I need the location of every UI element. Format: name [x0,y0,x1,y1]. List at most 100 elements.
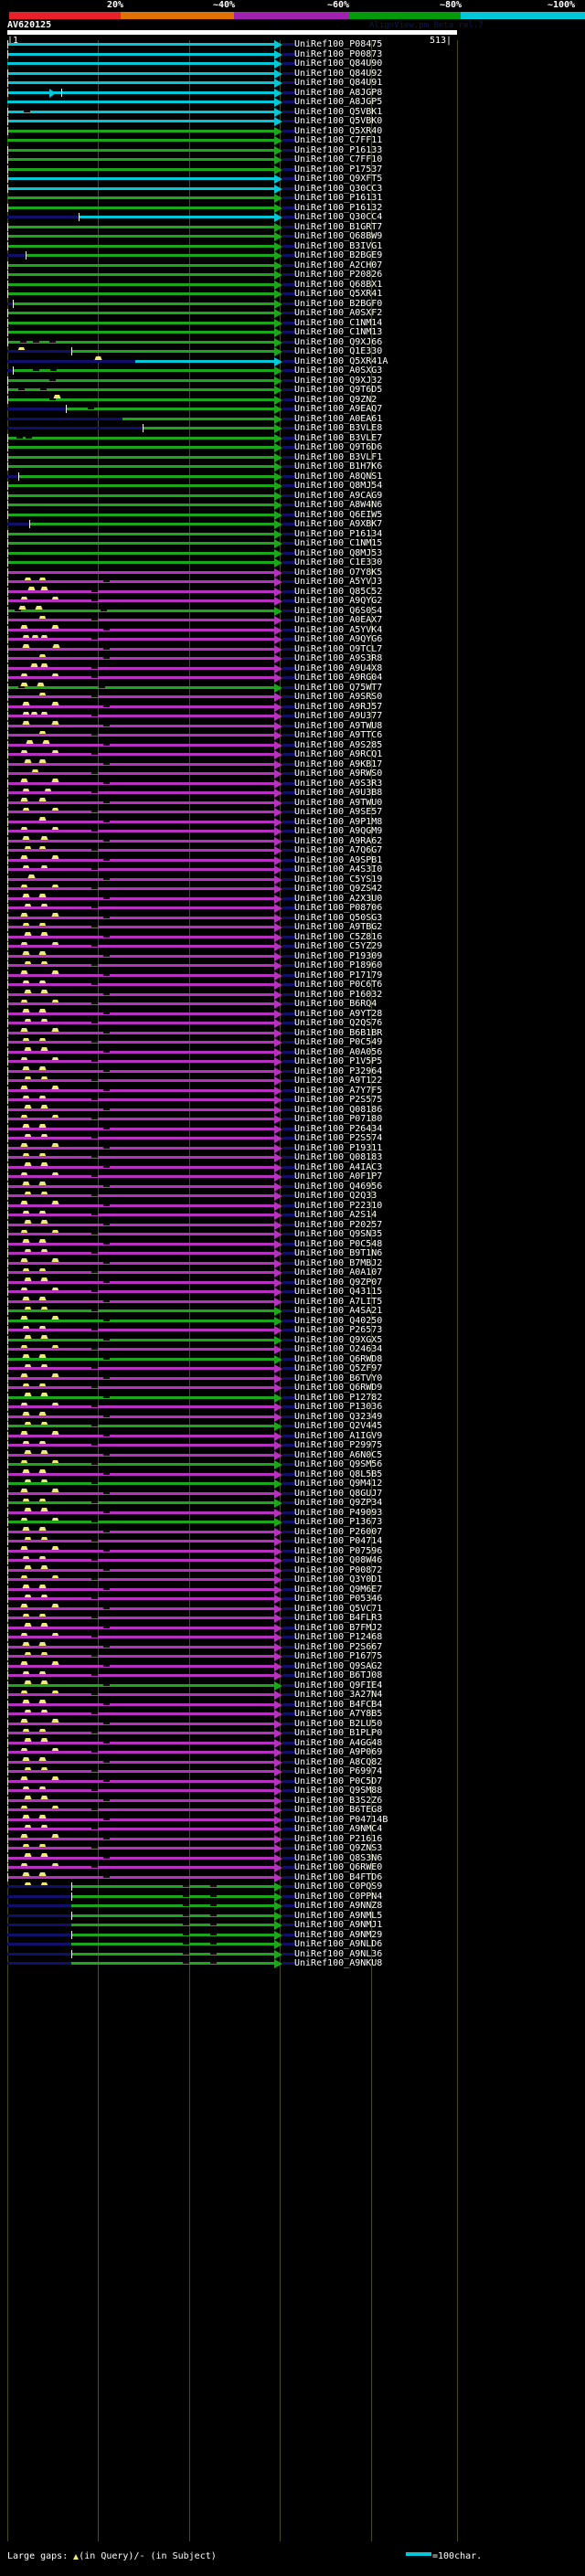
hit-row[interactable]: UniRef100_A0EA61 [0,414,585,424]
hit-label[interactable]: UniRef100_A9TWU0 [294,797,383,808]
hit-label[interactable]: UniRef100_A9NLD6 [294,1939,383,1949]
hit-row[interactable]: UniRef100_P00873 [0,49,585,59]
hit-label[interactable]: UniRef100_Q40250 [294,1315,383,1326]
hsp-bar[interactable] [71,1885,274,1888]
hit-row[interactable]: UniRef100_P26007 [0,1527,585,1542]
hit-row[interactable]: UniRef100_3A27N4 [0,1690,585,1704]
hit-label[interactable]: UniRef100_B4FLR3 [294,1613,383,1623]
hit-label[interactable]: UniRef100_C0PPN4 [294,1891,383,1902]
hsp-bar[interactable] [7,177,274,180]
hit-row[interactable]: UniRef100_B3IVG1 [0,240,585,251]
hsp-bar[interactable] [7,1482,274,1485]
hit-label[interactable]: UniRef100_P26573 [294,1325,383,1335]
hsp-bar[interactable] [7,1156,274,1159]
hit-label[interactable]: UniRef100_C5YS19 [294,874,383,885]
hsp-bar[interactable] [7,513,274,516]
hit-label[interactable]: UniRef100_A9QYG2 [294,596,383,606]
hsp-bar[interactable] [7,493,274,497]
hit-label[interactable]: UniRef100_Q9SAG2 [294,1660,383,1671]
hit-label[interactable]: UniRef100_P00872 [294,1564,383,1575]
hit-label[interactable]: UniRef100_P21616 [294,1833,383,1844]
hsp-bar[interactable] [7,1702,274,1706]
hit-row[interactable]: UniRef100_Q9FIE4 [0,1680,585,1695]
hsp-bar[interactable] [7,1050,274,1054]
hit-row[interactable]: UniRef100_C1NM14 [0,318,585,328]
hsp-bar[interactable] [7,1453,274,1457]
hit-label[interactable]: UniRef100_Q30CC4 [294,212,383,222]
hit-row[interactable]: UniRef100_P49093 [0,1508,585,1522]
hit-label[interactable]: UniRef100_Q08W46 [294,1555,383,1565]
hsp-bar[interactable] [7,1203,274,1207]
hsp-bar[interactable] [7,1636,274,1638]
hsp-bar[interactable] [7,1587,274,1591]
hit-row[interactable]: UniRef100_Q2QS76 [0,1018,585,1033]
hit-label[interactable]: UniRef100_A4GG48 [294,1737,383,1748]
hit-row[interactable]: UniRef100_Q9XJ66 [0,337,585,352]
hit-label[interactable]: UniRef100_P16131 [294,193,383,203]
hsp-bar[interactable] [7,71,274,75]
hit-row[interactable]: UniRef100_A9RA62 [0,835,585,851]
hit-row[interactable]: UniRef100_A9TTC6 [0,730,585,745]
hit-row[interactable]: UniRef100_A8CQ82 [0,1757,585,1772]
hit-label[interactable]: UniRef100_A9RG04 [294,673,383,683]
hit-label[interactable]: UniRef100_Q9XJ32 [294,375,383,386]
hsp-bar[interactable] [7,1395,274,1399]
hit-label[interactable]: UniRef100_B3S2Z6 [294,1795,383,1806]
hit-row[interactable]: UniRef100_A8JGP5 [0,97,585,107]
hit-label[interactable]: UniRef100_Q5XR41A [294,355,388,366]
hit-label[interactable]: UniRef100_P18960 [294,960,383,970]
hit-row[interactable]: UniRef100_A9S3R3 [0,779,585,793]
hit-label[interactable]: UniRef100_B6TJ08 [294,1670,383,1680]
hsp-bar[interactable] [7,139,274,142]
hit-row[interactable]: UniRef100_P07180 [0,1114,585,1129]
hit-label[interactable]: UniRef100_B7FMJ2 [294,1622,383,1633]
hsp-bar[interactable] [7,148,274,152]
hit-label[interactable]: UniRef100_A4IAC3 [294,1161,383,1172]
hsp-bar[interactable] [7,282,274,286]
hit-row[interactable]: UniRef100_A9NNZ8 [0,1901,585,1911]
hit-label[interactable]: UniRef100_A9RA62 [294,835,383,846]
hit-label[interactable]: UniRef100_Q9M412 [294,1479,383,1489]
hit-label[interactable]: UniRef100_B3IVG1 [294,240,383,251]
hsp-bar[interactable] [7,1184,274,1188]
hsp-bar[interactable] [7,1568,274,1572]
hit-row[interactable]: UniRef100_P2S574 [0,1133,585,1148]
hit-row[interactable]: UniRef100_A9RG04 [0,673,585,687]
hit-label[interactable]: UniRef100_P2S574 [294,1133,383,1143]
hit-row[interactable]: UniRef100_A9RJ57 [0,702,585,716]
hit-row[interactable]: UniRef100_P07596 [0,1546,585,1561]
hit-label[interactable]: UniRef100_Q8L5B5 [294,1468,383,1479]
hit-row[interactable]: UniRef100_B4FLR3 [0,1613,585,1627]
hsp-bar[interactable] [7,90,274,94]
hit-row[interactable]: UniRef100_Q9ZN2 [0,395,585,405]
hit-row[interactable]: UniRef100_O9TCL7 [0,644,585,659]
hsp-bar[interactable] [122,417,274,420]
hit-row[interactable]: UniRef100_P0C5D7 [0,1776,585,1791]
hit-row[interactable]: UniRef100_B7MBJ2 [0,1258,585,1273]
hit-label[interactable]: UniRef100_B3VLE8 [294,423,383,433]
hit-row[interactable]: UniRef100_A9EAQ7 [0,404,585,414]
hit-label[interactable]: UniRef100_B3VLF1 [294,451,383,462]
hit-label[interactable]: UniRef100_A9P069 [294,1747,383,1757]
hit-label[interactable]: UniRef100_B3VLE7 [294,432,383,443]
hit-row[interactable]: UniRef100_Q08W46 [0,1555,585,1570]
hsp-bar[interactable] [7,388,274,391]
hit-label[interactable]: UniRef100_A1IGV9 [294,1430,383,1441]
hit-label[interactable]: UniRef100_Q3Y0D1 [294,1574,383,1585]
hit-row[interactable]: UniRef100_A9P069 [0,1747,585,1762]
hsp-bar[interactable] [7,1415,274,1418]
hit-row[interactable]: UniRef100_A8W4N6 [0,500,585,510]
hsp-bar[interactable] [7,1242,274,1246]
hit-label[interactable]: UniRef100_Q68BX1 [294,279,383,290]
hit-row[interactable]: UniRef100_A0SXG3 [0,366,585,376]
hit-label[interactable]: UniRef100_Q84U91 [294,78,383,88]
hit-label[interactable]: UniRef100_A9EAQ7 [294,404,383,414]
hit-row[interactable]: UniRef100_Q9T6D6 [0,442,585,452]
hit-row[interactable]: UniRef100_B3S2Z6 [0,1795,585,1810]
hit-label[interactable]: UniRef100_P69974 [294,1766,383,1776]
hit-row[interactable]: UniRef100_A9NKU8 [0,1958,585,1968]
hit-label[interactable]: UniRef100_C5YZ29 [294,941,383,951]
hit-row[interactable]: UniRef100_B4FCB4 [0,1700,585,1714]
hsp-bar[interactable] [7,954,274,958]
hsp-bar[interactable] [7,628,274,631]
